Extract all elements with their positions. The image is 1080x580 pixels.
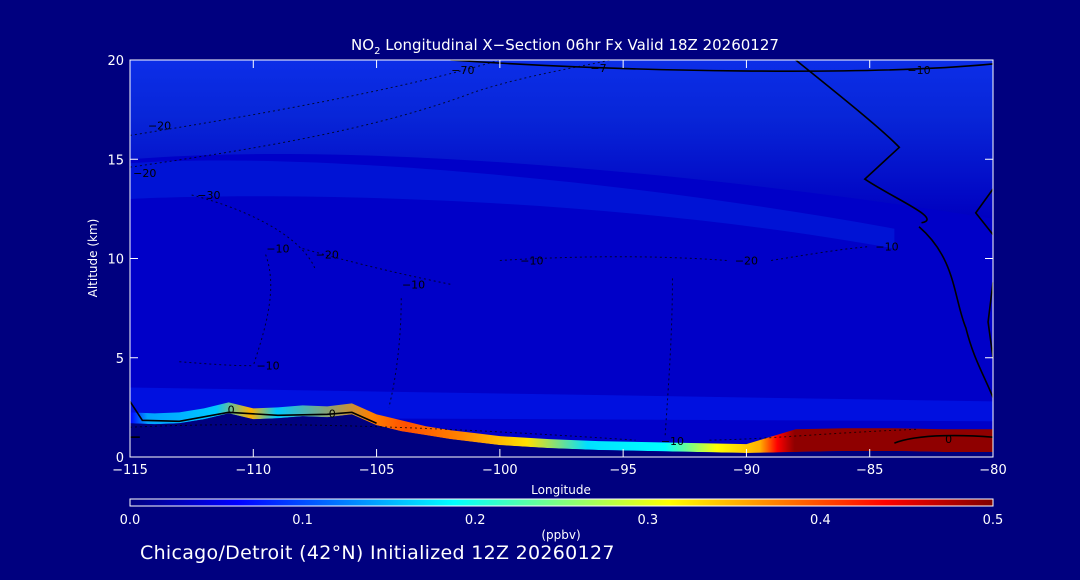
colorbar-tick-label: 0.0 (120, 513, 141, 528)
contour-line (795, 59, 928, 224)
contour-line-dashed (129, 59, 611, 168)
contour-label: −20 (735, 254, 758, 267)
x-axis-label: Longitude (531, 483, 591, 497)
y-tick-label: 0 (116, 451, 124, 466)
contour-label: −10 (402, 278, 425, 291)
footer-caption: Chicago/Detroit (42°N) Initialized 12Z 2… (140, 542, 615, 564)
contour-label: −10 (520, 254, 543, 267)
contour-line-dashed (191, 194, 316, 269)
contour-line (987, 282, 994, 358)
x-tick-label: −105 (359, 463, 395, 478)
colorbar-scale (129, 498, 994, 507)
contour-line-dashed (664, 278, 673, 438)
contour-label: 0 (945, 433, 952, 446)
contour-label: −10 (266, 243, 289, 256)
contour-label: −10 (875, 241, 898, 254)
contour-label: −20 (148, 120, 171, 133)
y-tick-label: 15 (107, 153, 124, 168)
contour-label: −10 (907, 64, 930, 77)
contour-line (974, 188, 994, 236)
terrain-mask (130, 413, 993, 457)
colorbar-tick-label: 0.4 (810, 513, 831, 528)
x-tick-label: −110 (235, 463, 271, 478)
colorbar-tick-label: 0.1 (292, 513, 313, 528)
y-tick-label: 5 (116, 352, 124, 367)
contour-label: −10 (661, 435, 684, 448)
contour-label: −70 (451, 64, 474, 77)
colorbar-unit: (ppbv) (541, 528, 580, 542)
field-mid-band (130, 160, 895, 249)
contour-label: 0 (329, 407, 336, 420)
y-tick-label: 10 (107, 253, 124, 268)
contour-line (894, 434, 994, 444)
y-axis-label: Altitude (km) (86, 219, 100, 298)
contour-line-dashed (302, 248, 451, 285)
colorbar-tick-label: 0.5 (983, 513, 1004, 528)
chart-title: NO2 Longitudinal X−Section 06hr Fx Valid… (351, 36, 779, 57)
contour-line (129, 400, 377, 424)
y-tick-label: 20 (107, 54, 124, 69)
x-tick-label: −95 (609, 463, 636, 478)
contour-line-dashed (129, 59, 501, 136)
no2-surface-band (130, 402, 993, 454)
contour-label: 0 (228, 403, 235, 416)
contour-line (918, 226, 994, 398)
colorbar: 0.0 0.1 0.2 0.3 0.4 0.5 (120, 498, 1004, 528)
x-tick-label: −100 (482, 463, 518, 478)
x-tick-label: −85 (856, 463, 883, 478)
colorbar-tick-label: 0.2 (465, 513, 486, 528)
contour-line-dashed (252, 254, 272, 366)
plot-area (130, 60, 993, 457)
field-upper-layer (130, 60, 993, 219)
contour-label: −10 (256, 360, 279, 373)
colorbar-tick-label: 0.3 (637, 513, 658, 528)
contour-label: −7 (590, 62, 606, 75)
x-tick-label: −115 (112, 463, 148, 478)
x-tick-label: −90 (733, 463, 760, 478)
contour-line (450, 59, 994, 72)
contour-line-dashed (129, 424, 636, 441)
contour-lines (129, 59, 994, 444)
contour-label: −30 (197, 189, 220, 202)
contour-labels: −70 −7 −10 −20 −20 −30 −10 −20 −10 −10 −20 −10 −10 0 0… (133, 62, 952, 448)
x-tick-label: −80 (979, 463, 1006, 478)
contour-line-dashed (179, 361, 254, 367)
contour-line-dashed (499, 256, 727, 261)
contour-line-dashed (709, 428, 920, 441)
contour-label: −20 (316, 249, 339, 262)
contour-label: −20 (133, 167, 156, 180)
